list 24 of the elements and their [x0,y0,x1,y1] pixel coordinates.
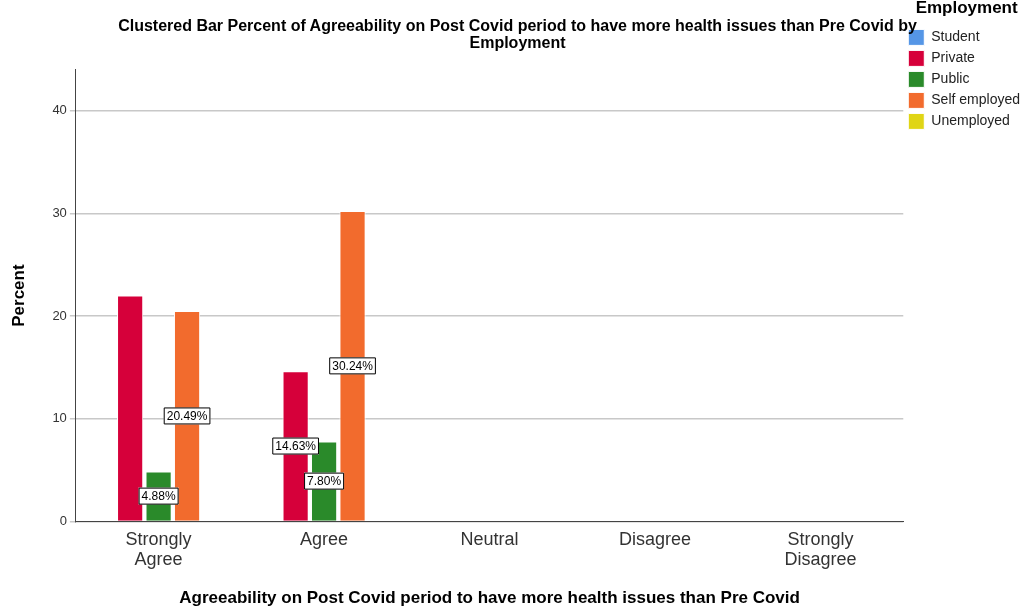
x-tick-label: Strongly Disagree [784,529,857,570]
data-label: 7.80% [307,474,342,489]
data-label: 30.24% [332,359,374,374]
legend-label: Unemployed [931,112,1010,129]
data-label: 20.49% [166,409,208,424]
legend-label: Public [931,70,970,87]
y-tick-label: 30 [52,204,67,220]
legend-label: Self employed [931,91,1020,108]
chart-title: Clustered Bar Percent of Agreeability on Post Covid period to have more health issues than Pre Covid by Employment [118,16,917,51]
data-label: 14.63% [275,439,317,454]
y-tick-label: 20 [52,307,67,323]
y-axis-title: Percent [8,264,28,327]
legend-label: Student [931,28,980,45]
x-tick-label: Strongly Agree [125,529,192,570]
y-tick-label: 40 [52,102,67,118]
legend-label: Private [931,49,976,66]
x-tick-label: Neutral [460,529,519,550]
data-label: 4.88% [141,489,176,504]
x-axis-title: Agreeability on Post Covid period to have more health issues than Pre Covid [179,587,800,607]
y-tick-label: 10 [52,410,67,426]
x-tick-label: Agree [300,529,349,550]
x-tick-label: Disagree [619,529,692,550]
legend-title: Employment [915,0,1018,18]
y-tick-label: 0 [59,513,67,529]
